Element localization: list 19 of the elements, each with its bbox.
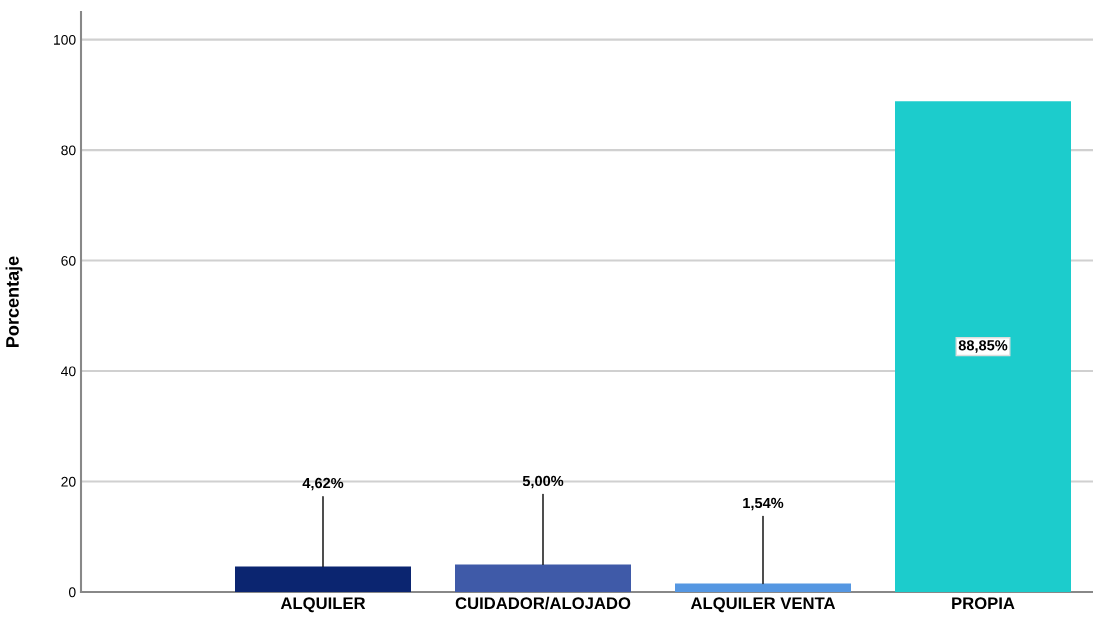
bar: [895, 101, 1071, 592]
y-axis-title: Porcentaje: [5, 256, 23, 347]
x-tick-label: PROPIA: [952, 597, 1015, 610]
y-tick-label: 60: [61, 255, 76, 266]
bar: [235, 566, 411, 592]
x-tick-label: ALQUILER: [280, 597, 366, 613]
data-label: 88,85%: [958, 340, 1008, 353]
y-tick-label: 80: [61, 145, 76, 156]
y-tick-label: 100: [54, 34, 76, 45]
bar: [455, 564, 631, 592]
y-tick-label: 0: [68, 587, 76, 598]
x-tick-label: CUIDADOR/ALOJADO: [455, 596, 631, 610]
data-label: 5,00%: [522, 475, 564, 489]
x-tick-label: ALQUILER VENTA: [690, 597, 836, 613]
y-tick-label: 20: [61, 476, 76, 487]
data-label: 1,54%: [743, 497, 784, 511]
data-label: 4,62%: [302, 477, 344, 491]
bar: [675, 583, 851, 592]
y-tick-label: 40: [61, 366, 76, 377]
